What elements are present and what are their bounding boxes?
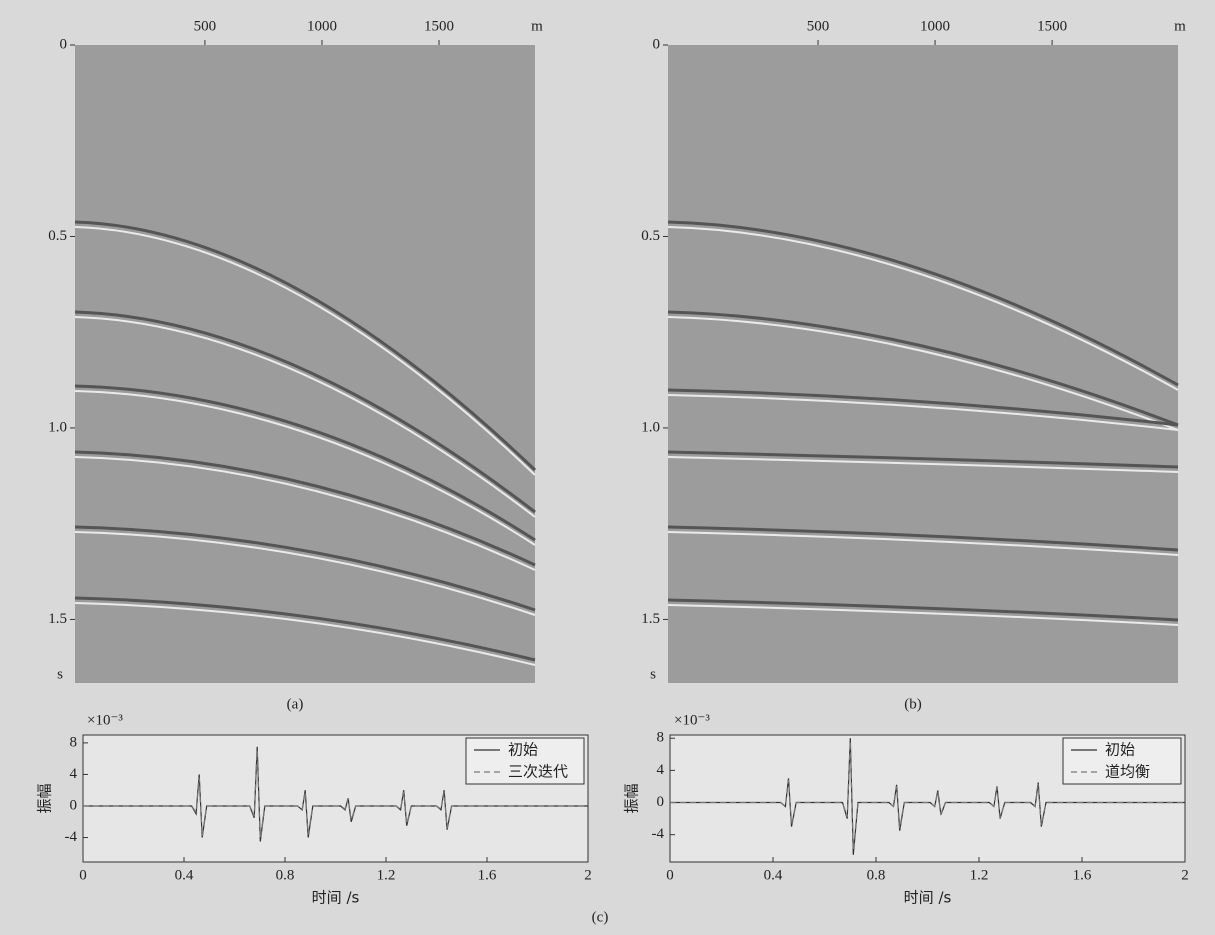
- axis-exponent: ×10⁻³: [674, 712, 710, 728]
- reflection-event: [74, 310, 536, 514]
- axis-exponent: ×10⁻³: [87, 712, 123, 728]
- y-tick-label: 0: [657, 794, 665, 810]
- y-unit: s: [650, 666, 656, 682]
- reflection-event-light: [667, 531, 1179, 556]
- caption: (c): [592, 909, 609, 925]
- reflection-event-light: [74, 531, 536, 616]
- x-tick-label: 0.4: [175, 867, 194, 883]
- reflection-event-light: [74, 226, 536, 476]
- legend-label: 三次迭代: [508, 763, 568, 781]
- reflection-event-light: [667, 316, 1179, 431]
- reflection-event-light: [74, 456, 536, 571]
- reflection-event: [74, 220, 537, 472]
- reflection-event: [667, 450, 1179, 469]
- gather-image: [668, 45, 1178, 683]
- legend-box: [465, 737, 585, 785]
- reflection-event-light: [667, 394, 1179, 431]
- x-tick-label: 1000: [307, 18, 337, 34]
- x-unit: m: [1174, 18, 1186, 34]
- legend-label: 初始: [1105, 741, 1135, 759]
- legend-label: 初始: [508, 741, 538, 759]
- y-axis-label: 振幅: [36, 783, 54, 813]
- y-tick-label: 1.5: [48, 611, 67, 627]
- x-axis-label: 时间 /s: [312, 889, 360, 907]
- x-tick-label: 2: [584, 867, 592, 883]
- x-tick-label: 0.8: [276, 867, 295, 883]
- reflection-event-light: [667, 604, 1179, 626]
- x-tick-label: 1.6: [478, 867, 497, 883]
- reflection-event: [667, 525, 1179, 552]
- reflection-event-light: [667, 456, 1179, 473]
- x-tick-label: 0: [666, 867, 674, 883]
- y-axis-label: 振幅: [623, 783, 641, 813]
- x-axis-label: 时间 /s: [904, 889, 952, 907]
- reflection-event: [74, 596, 536, 662]
- x-unit: m: [531, 18, 543, 34]
- trace-line: [83, 750, 588, 840]
- x-tick-label: 1.6: [1073, 867, 1092, 883]
- y-tick-label: 4: [70, 766, 78, 782]
- x-tick-label: 1000: [920, 18, 950, 34]
- reflection-event: [667, 598, 1179, 622]
- reflection-event: [74, 384, 536, 542]
- x-tick-label: 1500: [424, 18, 454, 34]
- panel-label: (b): [904, 696, 922, 712]
- y-tick-label: 0: [653, 36, 661, 52]
- x-tick-label: 1.2: [970, 867, 989, 883]
- reflection-event: [667, 310, 1179, 427]
- reflection-event-light: [74, 316, 536, 518]
- trace-line: [670, 741, 1185, 851]
- x-tick-label: 500: [807, 18, 830, 34]
- x-tick-label: 0.8: [867, 867, 886, 883]
- reflection-event-light: [74, 602, 536, 666]
- x-tick-label: 1.2: [377, 867, 396, 883]
- gather-image: [75, 45, 535, 683]
- x-tick-label: 500: [194, 18, 217, 34]
- y-tick-label: 1.0: [48, 419, 67, 435]
- y-unit: s: [57, 666, 63, 682]
- x-tick-label: 2: [1181, 867, 1189, 883]
- y-tick-label: 1.5: [641, 611, 660, 627]
- y-tick-label: 4: [657, 762, 665, 778]
- y-tick-label: 0: [60, 36, 68, 52]
- y-tick-label: 0: [70, 797, 78, 813]
- reflection-event: [667, 220, 1179, 387]
- legend-label: 道均衡: [1105, 763, 1150, 781]
- reflection-event: [74, 450, 536, 567]
- x-tick-label: 0: [79, 867, 87, 883]
- y-tick-label: 1.0: [641, 419, 660, 435]
- y-tick-label: 0.5: [641, 228, 660, 244]
- reflection-event-light: [74, 390, 536, 546]
- reflection-event: [667, 388, 1179, 427]
- x-tick-label: 1500: [1037, 18, 1067, 34]
- y-tick-label: 0.5: [48, 228, 67, 244]
- y-tick-label: -4: [652, 826, 665, 842]
- y-tick-label: -4: [65, 829, 78, 845]
- panel-label: (a): [287, 696, 304, 712]
- y-tick-label: 8: [70, 734, 78, 750]
- reflection-event-light: [667, 226, 1179, 391]
- y-tick-label: 8: [657, 730, 665, 746]
- legend-box: [1062, 737, 1182, 785]
- x-tick-label: 0.4: [764, 867, 783, 883]
- reflection-event: [74, 525, 536, 612]
